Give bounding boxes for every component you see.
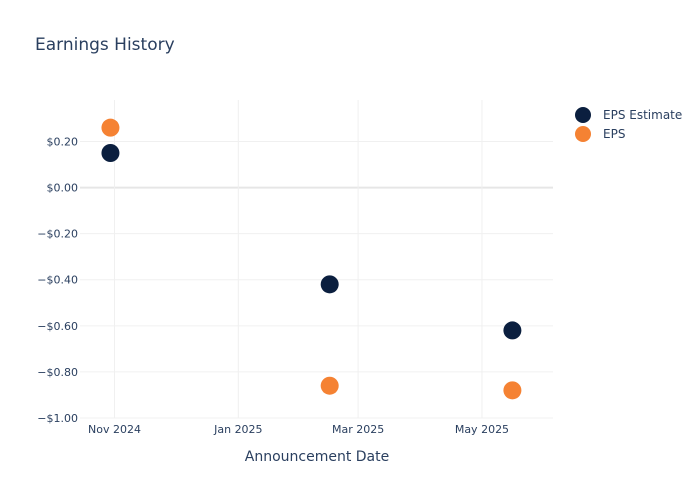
legend-label: EPS Estimate xyxy=(603,108,682,122)
data-point-eps[interactable] xyxy=(320,376,339,395)
legend-item-eps[interactable]: EPS xyxy=(575,126,625,142)
y-tick-label: −$0.20 xyxy=(37,228,78,241)
x-axis-title: Announcement Date xyxy=(245,449,389,465)
legend-marker xyxy=(575,107,591,123)
data-point-eps-estimate[interactable] xyxy=(101,144,120,162)
chart-title: Earnings History xyxy=(35,35,175,55)
y-tick-label: −$0.60 xyxy=(37,320,78,333)
legend-marker xyxy=(575,126,591,142)
data-points xyxy=(101,118,522,400)
legend[interactable]: EPS Estimate EPS xyxy=(575,107,682,142)
data-point-eps[interactable] xyxy=(101,118,120,137)
x-tick-label: Jan 2025 xyxy=(213,423,262,436)
x-tick-label: May 2025 xyxy=(455,423,509,436)
data-point-eps-estimate[interactable] xyxy=(320,275,339,294)
legend-item-eps-estimate[interactable]: EPS Estimate xyxy=(575,107,682,123)
data-point-eps-estimate[interactable] xyxy=(503,321,522,340)
x-tick-label: Nov 2024 xyxy=(88,423,141,436)
x-tick-label: Mar 2025 xyxy=(332,423,384,436)
y-axis-ticks: $0.20 $0.00 −$0.20 −$0.40 −$0.60 −$0.80 −$1.00 xyxy=(37,135,78,425)
y-tick-label: −$0.80 xyxy=(37,366,78,379)
x-axis-ticks: Nov 2024 Jan 2025 Mar 2025 May 2025 xyxy=(88,423,509,436)
y-tick-label: $0.00 xyxy=(47,182,79,195)
y-tick-label: −$0.40 xyxy=(37,274,78,287)
grid-lines xyxy=(80,100,553,419)
y-tick-label: −$1.00 xyxy=(37,412,78,425)
legend-label: EPS xyxy=(603,127,625,141)
y-tick-label: $0.20 xyxy=(47,135,79,148)
data-point-eps[interactable] xyxy=(503,381,522,400)
